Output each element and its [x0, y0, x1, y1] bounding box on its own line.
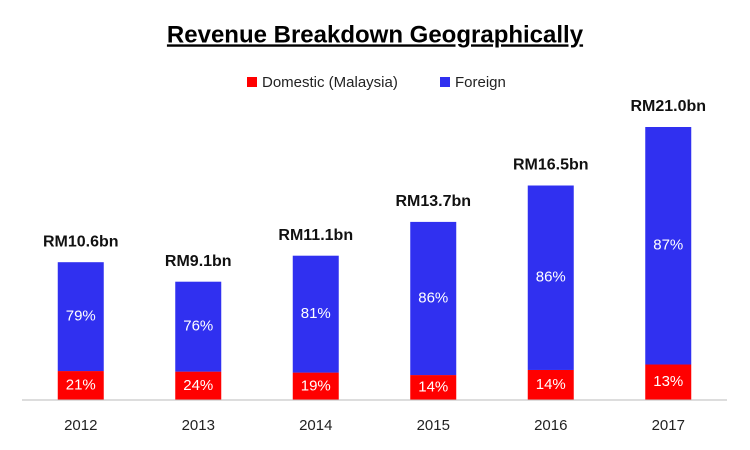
segment-label: 14% — [536, 376, 566, 393]
segment-label: 86% — [536, 269, 566, 286]
segment-label: 13% — [653, 373, 683, 390]
segment-label: 24% — [183, 377, 213, 394]
x-tick-label: 2017 — [652, 417, 685, 434]
total-label: RM11.1bn — [278, 227, 353, 244]
total-label: RM13.7bn — [395, 193, 471, 210]
legend-label: Domestic (Malaysia) — [262, 74, 398, 91]
bar-segment — [57, 262, 104, 372]
segment-label: 21% — [66, 376, 96, 393]
segment-label: 86% — [418, 289, 448, 306]
segment-label: 14% — [418, 379, 448, 396]
bar-segment — [527, 369, 574, 400]
segment-label: 79% — [66, 308, 96, 325]
bar-segment — [645, 127, 692, 365]
total-label: RM21.0bn — [630, 98, 706, 115]
total-label: RM9.1bn — [165, 253, 232, 270]
legend-label: Foreign — [455, 74, 506, 91]
bar-segment — [410, 221, 457, 376]
chart-title: Revenue Breakdown Geographically — [167, 21, 584, 48]
total-label: RM16.5bn — [513, 157, 589, 174]
bar-segment — [410, 375, 457, 400]
bar-segment — [175, 371, 222, 400]
bar-segment — [645, 364, 692, 400]
bar-segment — [292, 372, 339, 400]
x-tick-label: 2014 — [299, 417, 332, 434]
segment-label: 87% — [653, 237, 683, 254]
total-label: RM10.6bn — [43, 233, 119, 250]
segment-label: 76% — [183, 318, 213, 335]
bar-segment — [527, 185, 574, 370]
bar-segment — [292, 255, 339, 373]
x-tick-label: 2016 — [534, 417, 567, 434]
segment-label: 81% — [301, 305, 331, 322]
x-tick-label: 2012 — [64, 417, 97, 434]
legend-swatch — [247, 77, 257, 87]
x-tick-label: 2013 — [182, 417, 215, 434]
legend-swatch — [440, 77, 450, 87]
segment-label: 19% — [301, 377, 331, 394]
bar-segment — [57, 371, 104, 400]
x-tick-label: 2015 — [417, 417, 450, 434]
bar-segment — [175, 281, 222, 372]
